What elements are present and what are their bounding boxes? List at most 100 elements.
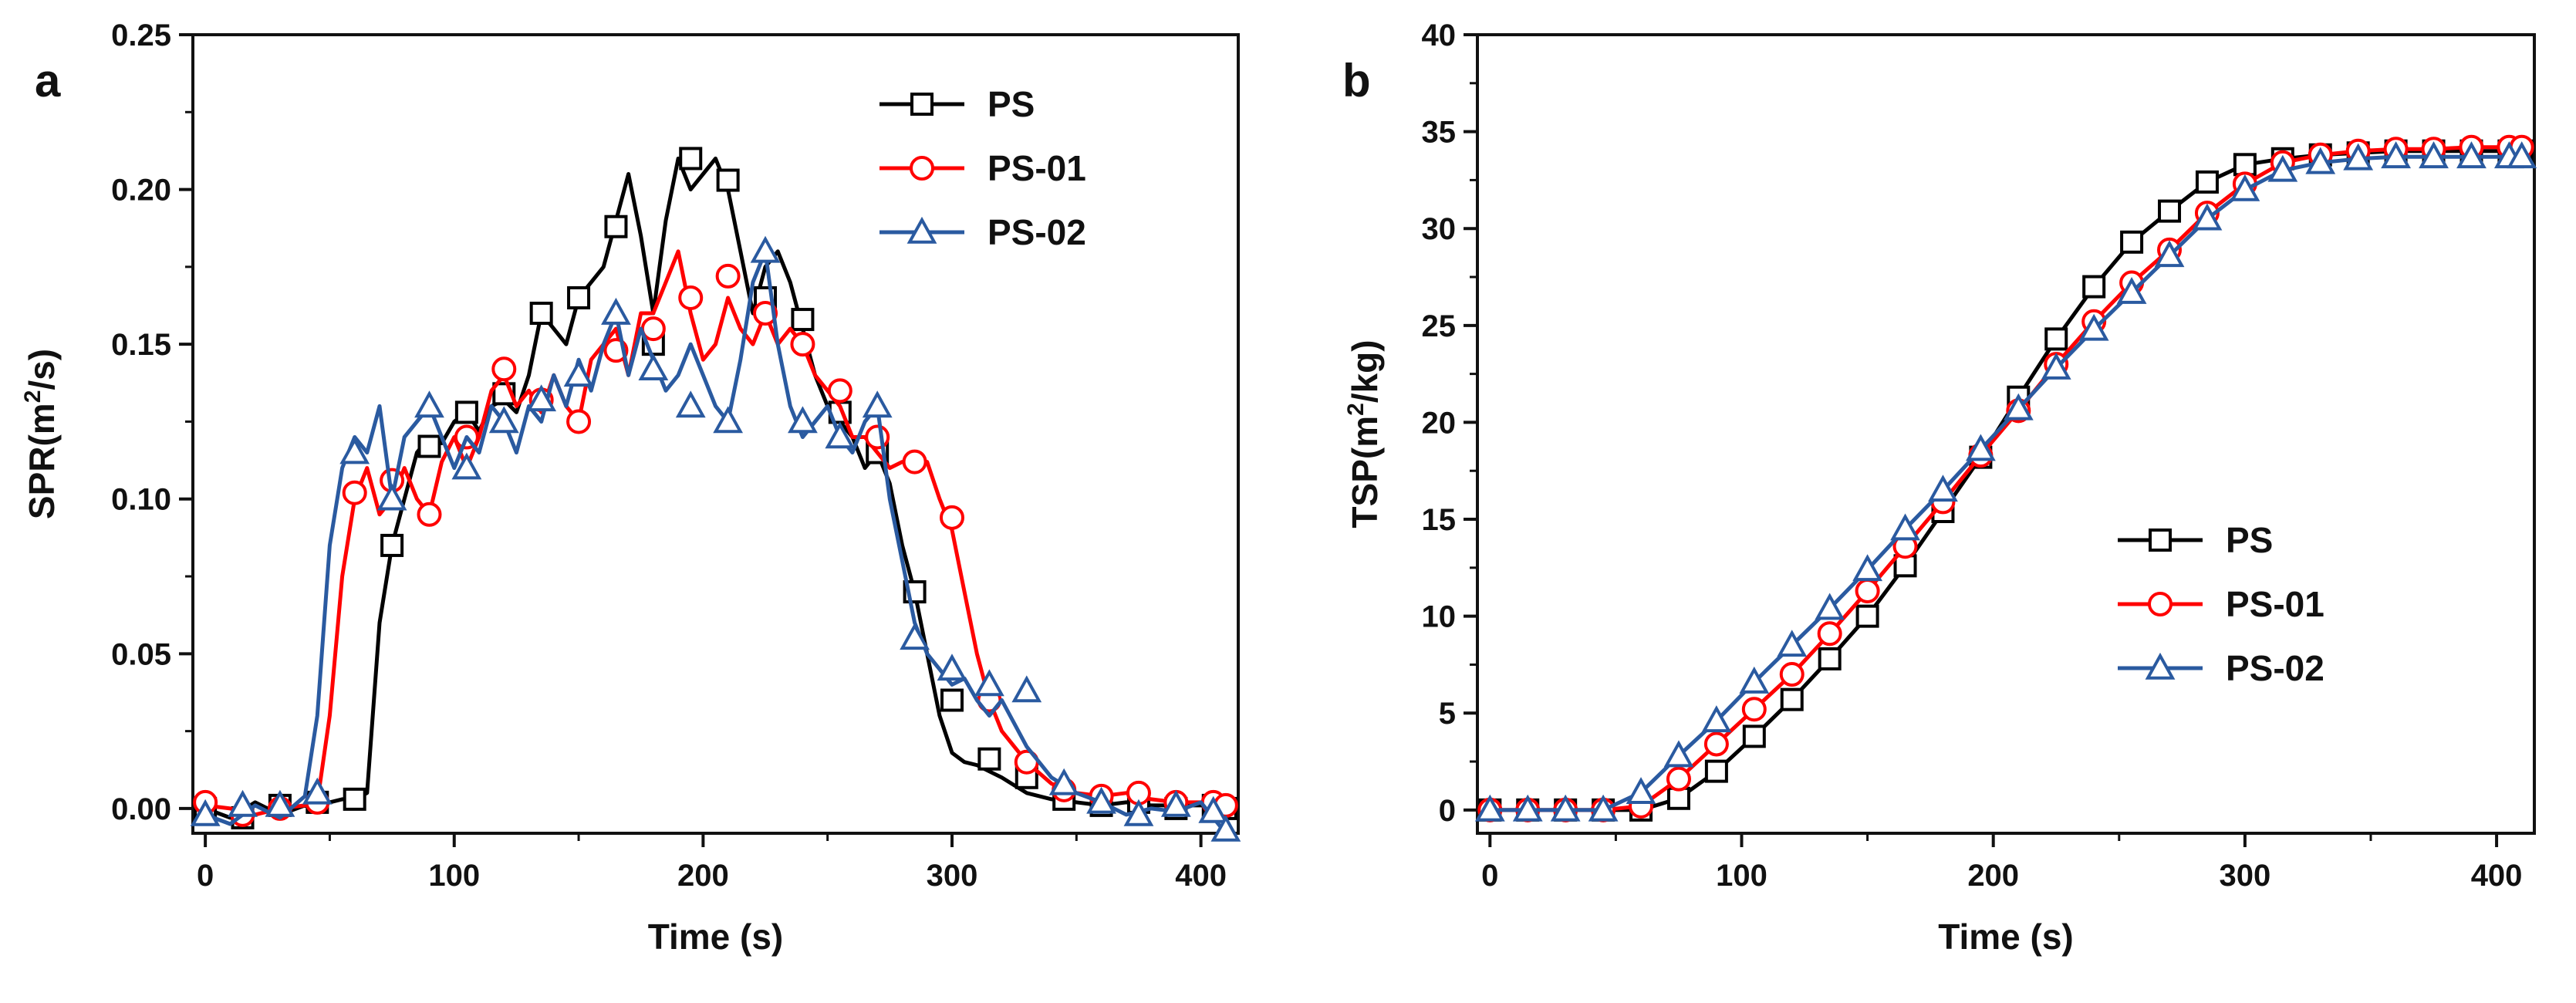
data-point — [750, 235, 781, 263]
data-point — [2041, 352, 2071, 380]
data-point — [2343, 143, 2374, 171]
data-point — [1160, 789, 1191, 817]
data-point — [1739, 666, 1770, 694]
data-point — [1855, 578, 1880, 603]
data-point — [2267, 154, 2298, 182]
data-point — [1855, 604, 1879, 628]
series-line — [203, 249, 1228, 817]
series-line — [1487, 149, 2524, 812]
plot-frame — [1476, 33, 2536, 835]
y-tick-label: 10 — [1422, 600, 1457, 634]
x-tick-label: 100 — [1716, 859, 1767, 893]
data-point — [1663, 740, 1694, 768]
data-point — [2233, 153, 2257, 177]
y-tick-label: 0.00 — [111, 792, 171, 826]
data-point — [2381, 141, 2411, 169]
legend-label: PS-02 — [988, 212, 1086, 252]
data-point — [1780, 687, 1804, 711]
data-point — [977, 747, 1001, 771]
data-point — [1123, 799, 1154, 826]
data-point — [638, 353, 669, 381]
series-ps — [1478, 139, 2534, 822]
data-point — [2419, 141, 2449, 169]
data-point — [679, 147, 703, 171]
data-point — [2456, 141, 2487, 169]
data-point — [937, 653, 967, 681]
data-point — [791, 308, 815, 332]
x-tick-label: 300 — [927, 859, 978, 893]
data-point — [1815, 593, 1845, 620]
data-point — [228, 789, 258, 817]
data-point — [1965, 434, 1996, 461]
data-point — [417, 502, 442, 527]
data-point — [1890, 513, 1920, 541]
y-tick-label: 25 — [1422, 309, 1457, 343]
data-point — [2305, 147, 2336, 174]
data-point — [491, 356, 517, 382]
data-point — [1893, 554, 1917, 578]
data-point — [526, 384, 557, 412]
x-tick-label: 300 — [2220, 859, 2271, 893]
data-point — [1626, 777, 1656, 805]
legend-marker — [910, 156, 934, 181]
legend-label: PS-01 — [988, 148, 1086, 188]
legend-marker — [910, 93, 934, 116]
data-point — [1588, 794, 1619, 822]
data-point — [825, 421, 856, 449]
data-point — [827, 378, 852, 404]
data-point — [1742, 724, 1766, 748]
y-axis-title-main: TSP(m — [1345, 416, 1385, 529]
data-point — [1777, 630, 1808, 657]
data-point — [788, 406, 818, 434]
x-tick-label: 400 — [2471, 859, 2523, 893]
data-point — [1818, 647, 1842, 670]
data-point — [1703, 731, 1729, 757]
data-point — [601, 297, 631, 325]
data-point — [900, 623, 930, 650]
data-point — [414, 390, 444, 418]
y-tick-label: 30 — [1422, 212, 1457, 246]
data-point — [417, 434, 441, 458]
data-point — [265, 789, 295, 817]
data-point — [675, 390, 706, 418]
panel-letter: a — [35, 55, 61, 106]
x-axis-title: Time (s) — [1938, 917, 2074, 957]
y-tick-label: 0.25 — [111, 19, 171, 52]
data-point — [567, 285, 591, 309]
data-point — [1086, 786, 1116, 814]
y-axis-title: SPR(m2/s) — [20, 349, 62, 519]
data-point — [678, 285, 704, 310]
data-point — [2195, 170, 2219, 194]
y-axis-title: TSP(m2/kg) — [1343, 339, 1385, 528]
data-point — [380, 533, 404, 557]
data-point — [1666, 766, 1691, 792]
data-point — [1704, 759, 1728, 783]
y-tick-label: 0 — [1439, 794, 1456, 828]
series-line — [1487, 145, 2524, 812]
legend-label: PS-01 — [2226, 584, 2324, 624]
y-axis-title-tail: /s) — [22, 349, 62, 390]
panel-letter: b — [1342, 55, 1371, 106]
data-point — [2078, 313, 2109, 341]
legend-marker — [2148, 592, 2173, 616]
data-point — [1550, 794, 1581, 822]
data-point — [563, 360, 594, 387]
y-tick-label: 0.20 — [111, 174, 171, 208]
data-point — [604, 214, 628, 238]
data-point — [2192, 203, 2223, 231]
data-point — [753, 301, 778, 326]
data-point — [529, 302, 553, 326]
data-point — [302, 777, 333, 805]
data-point — [339, 437, 370, 464]
data-point — [939, 505, 964, 530]
data-point — [1817, 621, 1842, 647]
data-point — [716, 168, 740, 192]
data-point — [1666, 786, 1690, 810]
data-point — [1474, 794, 1505, 822]
series-ps-01 — [193, 249, 1238, 827]
data-point — [902, 449, 927, 474]
data-point — [2003, 393, 2034, 420]
x-tick-label: 200 — [677, 859, 729, 893]
y-tick-label: 0.15 — [111, 328, 171, 362]
data-point — [2082, 275, 2106, 299]
